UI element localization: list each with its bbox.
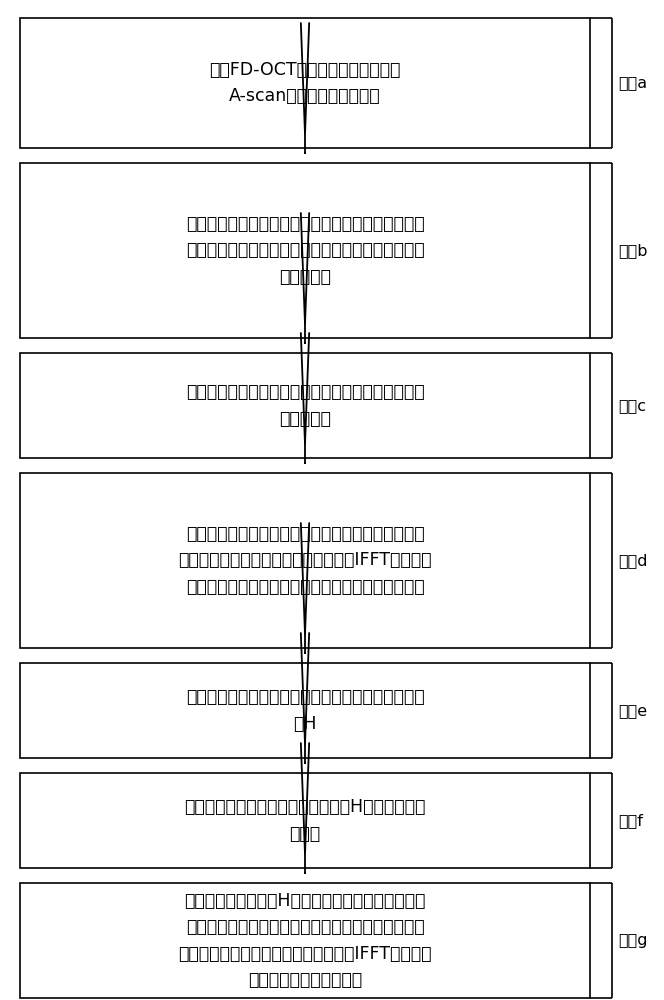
Bar	[20, 773, 590, 868]
Bar	[20, 663, 590, 758]
Bar	[20, 163, 590, 338]
Bar	[20, 883, 590, 998]
Bar	[20, 18, 590, 148]
Text: 步骤g: 步骤g	[618, 933, 647, 948]
Bar	[20, 353, 590, 458]
Bar	[20, 473, 590, 648]
Text: 步骤d: 步骤d	[618, 553, 647, 568]
Text: 步骤f: 步骤f	[618, 813, 643, 828]
Text: 将所选出的峰值总和H最大的深度空间数据所对应的
色散相位数据作为色散补偿相位数据，将色散补偿相
位数据与预处理后的干涉信号相乘并做IFFT，得到色
散补偿后的深: 将所选出的峰值总和H最大的深度空间数据所对应的 色散相位数据作为色散补偿相位数据…	[178, 892, 432, 989]
Text: 将波长空间干涉信号中的参考光自相干信号和样品光
自相干信号去除，并转换到波数空间，得到预处理后
的干涉信号: 将波长空间干涉信号中的参考光自相干信号和样品光 自相干信号去除，并转换到波数空间…	[186, 215, 424, 286]
Text: 选出所有深度空间数据中的峰值总和H最大的深度空
间数据: 选出所有深度空间数据中的峰值总和H最大的深度空 间数据	[185, 798, 426, 843]
Text: 接收FD-OCT系统对待测样品成像的
A-scan的波长空间干涉信号: 接收FD-OCT系统对待测样品成像的 A-scan的波长空间干涉信号	[209, 61, 400, 105]
Text: 步骤c: 步骤c	[618, 398, 646, 413]
Text: 步骤e: 步骤e	[618, 703, 647, 718]
Text: 步骤b: 步骤b	[618, 243, 647, 258]
Text: 对每一个深度空间数据执行寻峰操作，以得到峰值总
和H: 对每一个深度空间数据执行寻峰操作，以得到峰值总 和H	[186, 688, 424, 733]
Text: 提供仅含有二阶色散系数项和三阶色散系数项的色散
相位数据组: 提供仅含有二阶色散系数项和三阶色散系数项的色散 相位数据组	[186, 383, 424, 428]
Text: 步骤a: 步骤a	[618, 76, 647, 91]
Text: 将色散相位数据组中的每一个色散相位数据作为相位
项分别与预处理后的干涉信号相乘并做IFFT，得到分
别对应于每一个色散相位数据的每一个深度空间数据: 将色散相位数据组中的每一个色散相位数据作为相位 项分别与预处理后的干涉信号相乘并…	[178, 525, 432, 596]
